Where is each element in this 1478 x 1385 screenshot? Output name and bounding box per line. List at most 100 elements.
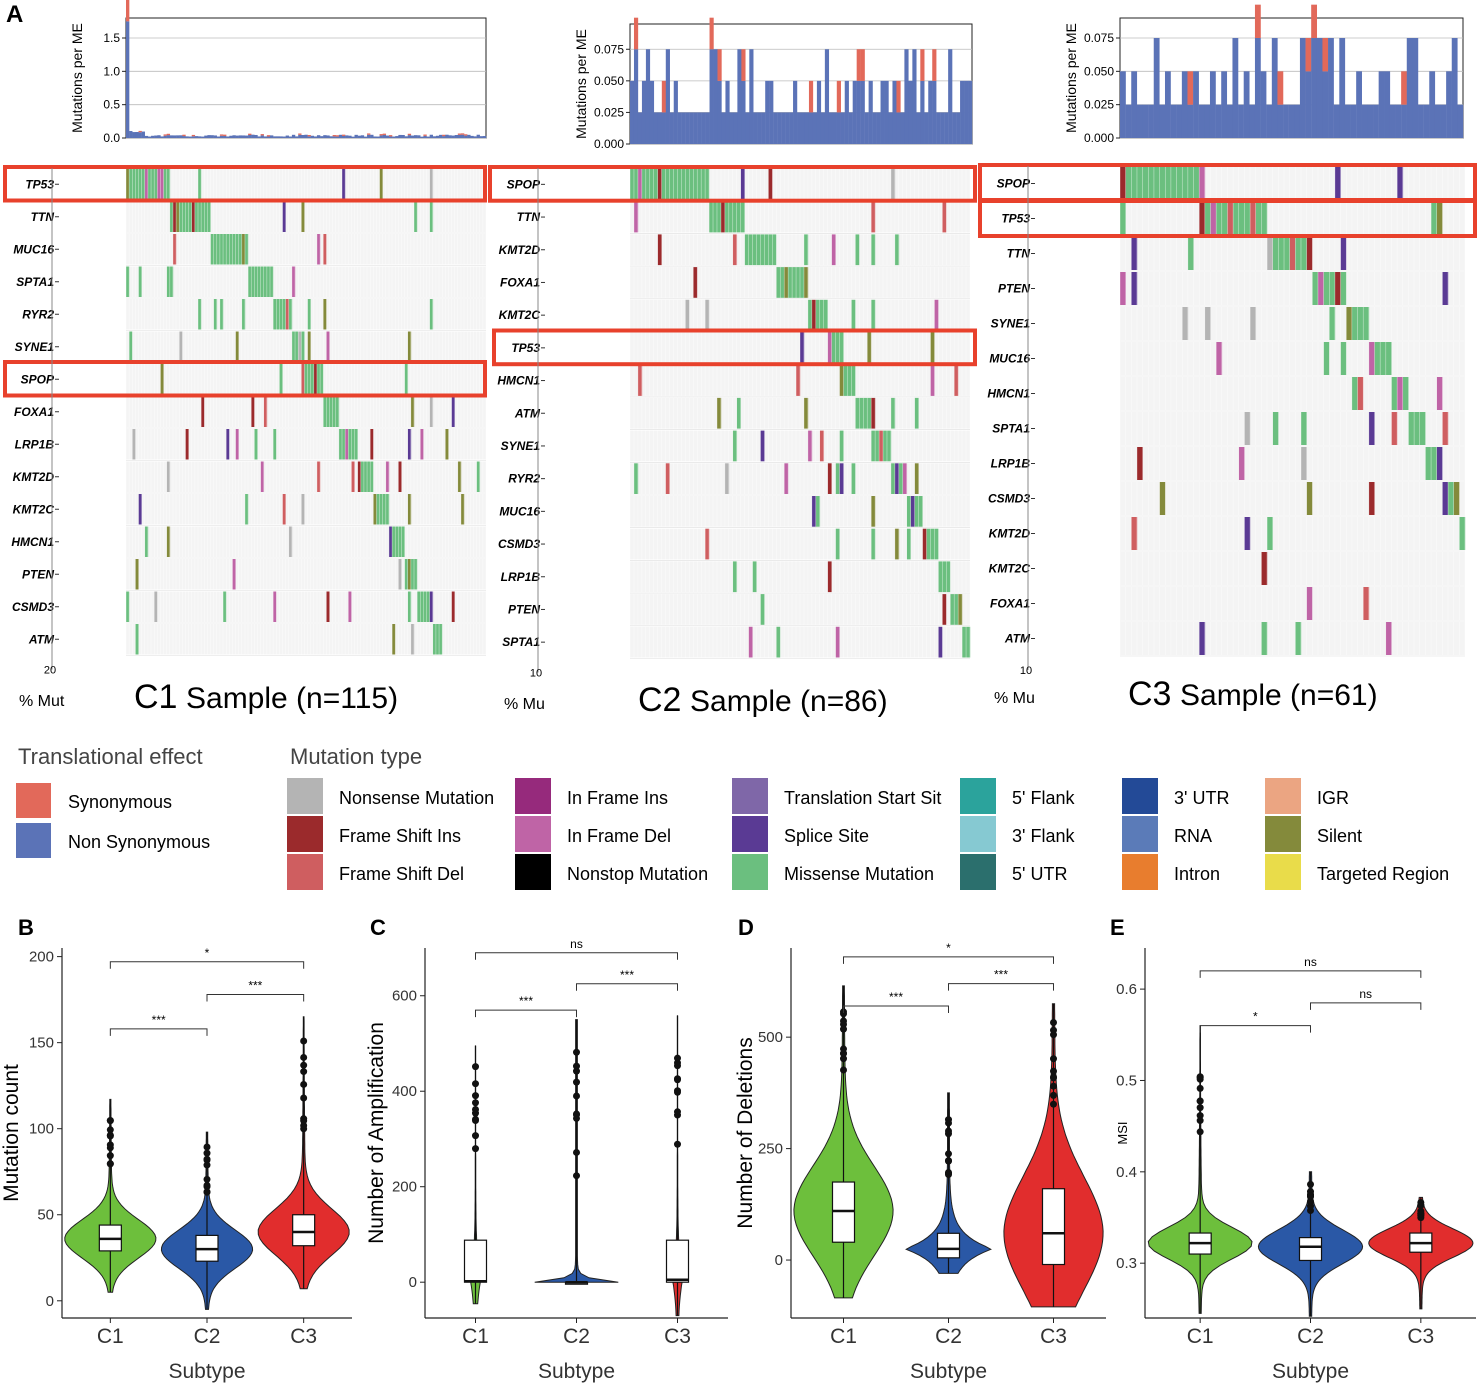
tmb-bar-nonsyn	[928, 80, 933, 144]
mutation-cell	[1148, 167, 1155, 200]
outlier-point	[203, 1175, 211, 1183]
mutation-cell	[894, 528, 900, 560]
mutation-cell	[1199, 622, 1206, 655]
mutation-cell	[760, 430, 765, 462]
mutation-cell	[938, 626, 943, 658]
tmb-bar-nonsyn	[445, 134, 449, 138]
tmb-bar-nonsyn	[476, 134, 480, 138]
legend-item-label: Silent	[1317, 826, 1362, 846]
mutation-cell	[238, 234, 243, 265]
mutation-cell	[1187, 167, 1194, 200]
outlier-point	[573, 1062, 580, 1070]
mutation-cell	[796, 267, 801, 298]
matrix-row-bg	[1120, 202, 1465, 235]
mutation-cell	[1391, 412, 1398, 445]
x-tick-label: C1	[1187, 1325, 1214, 1348]
mutation-cell	[918, 496, 923, 527]
tmb-bar-nonsyn	[920, 80, 925, 144]
mutation-cell	[1182, 307, 1189, 340]
tmb-bar-nonsyn	[266, 136, 271, 138]
gene-label-tp53: TP53	[1001, 212, 1030, 226]
tmb-bar-nonsyn	[741, 80, 746, 144]
tmb-bar-nonsyn	[276, 136, 280, 138]
mutation-cell	[926, 528, 931, 560]
mutation-cell	[132, 169, 136, 200]
tmb-bar-syn	[219, 134, 224, 136]
legend-swatch	[732, 778, 768, 814]
mutation-cell	[172, 201, 177, 232]
tmb-bar-syn	[266, 135, 271, 137]
tmb-bar-nonsyn	[204, 135, 208, 138]
matrix-row-bg	[1120, 552, 1465, 585]
gene-label-pten: PTEN	[508, 602, 540, 616]
legend-swatch	[960, 854, 996, 890]
gene-label-foxa1: FOXA1	[14, 405, 54, 419]
mutation-cell	[827, 332, 832, 364]
tmb-bar-syn	[332, 135, 336, 137]
tmb-bar-nonsyn	[1401, 104, 1407, 138]
sample-label: Sample (n=115)	[186, 682, 398, 715]
x-tick-label: C2	[194, 1325, 221, 1348]
mutation-cell	[213, 234, 218, 265]
outlier-point	[203, 1161, 211, 1169]
gene-label-muc16: MUC16	[13, 242, 54, 256]
gene-label-spop: SPOP	[21, 372, 55, 386]
tmb-bar-nonsyn	[673, 80, 678, 144]
tmb-bar-nonsyn	[132, 132, 136, 138]
tmb-ylabel: Mutations per ME	[1063, 23, 1079, 133]
gene-label-kmt2c: KMT2C	[499, 308, 541, 322]
tmb-bar-nonsyn	[191, 136, 196, 138]
tmb-bar-nonsyn	[298, 134, 302, 138]
tmb-bar-nonsyn	[1333, 104, 1340, 138]
cluster-label: C1	[134, 678, 177, 716]
mutation-cell	[800, 267, 805, 298]
legend-swatch	[732, 854, 768, 890]
mutation-cell	[962, 626, 967, 658]
mutation-cell	[367, 461, 371, 492]
tmb-bar-nonsyn	[241, 135, 246, 138]
mutation-cell	[429, 396, 434, 427]
mutation-cell	[166, 526, 171, 557]
mutation-cell	[1216, 342, 1223, 375]
gene-label-spta1: SPTA1	[502, 635, 540, 649]
gene-label-pten: PTEN	[998, 282, 1030, 296]
mutation-cell	[410, 559, 415, 590]
mutation-cell	[867, 332, 872, 364]
matrix-row-bg	[126, 429, 486, 460]
mutation-cell	[198, 201, 202, 232]
mutation-cell	[198, 299, 202, 330]
outlier-point	[945, 1157, 952, 1165]
tmb-bar-nonsyn	[773, 112, 778, 144]
tmb-bar-nonsyn	[1283, 104, 1289, 138]
tmb-bar-nonsyn	[1356, 71, 1362, 138]
tmb-bar-syn	[126, 0, 130, 22]
tmb-bar-nonsyn	[884, 80, 889, 144]
mutation-cell	[169, 201, 174, 232]
mutation-cell	[348, 591, 352, 622]
mutation-cell	[1261, 622, 1268, 655]
mutation-cell	[204, 201, 208, 232]
gene-label-syne1: SYNE1	[501, 439, 541, 453]
significance-label: ***	[152, 1013, 166, 1027]
y-tick-label: 0	[775, 1252, 783, 1269]
tmb-bar-nonsyn	[320, 136, 324, 138]
mutation-cell	[752, 234, 757, 266]
tmb-bar-nonsyn	[1125, 104, 1132, 138]
mutation-cell	[1317, 272, 1324, 305]
tmb-bar-nonsyn	[210, 135, 214, 138]
outlier-point	[1196, 1075, 1204, 1083]
mutation-cell	[657, 169, 662, 200]
gene-label-syne1: SYNE1	[15, 340, 55, 354]
mutation-cell	[260, 461, 265, 492]
tmb-bar-nonsyn	[1412, 38, 1419, 138]
mutation-cell	[335, 396, 340, 427]
tmb-bar-nonsyn	[326, 135, 330, 138]
mutation-cell	[151, 169, 155, 200]
y-tick-label: 50	[37, 1207, 54, 1224]
mutation-cell	[379, 494, 383, 525]
significance-bracket	[1310, 1002, 1422, 1010]
mutation-cell	[954, 365, 959, 396]
mutation-cell	[803, 397, 809, 429]
tmb-frame	[125, 17, 487, 139]
